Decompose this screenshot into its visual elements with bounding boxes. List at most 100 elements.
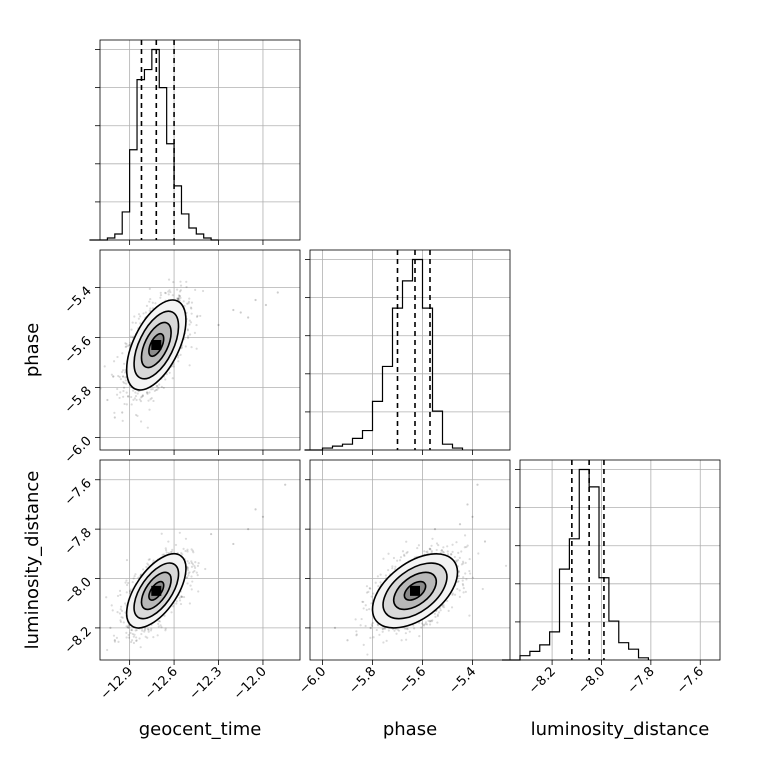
sample-point xyxy=(177,360,180,363)
sample-point xyxy=(435,548,438,552)
sample-point xyxy=(458,556,461,559)
sample-point xyxy=(442,546,445,549)
sample-point xyxy=(125,403,128,406)
sample-point xyxy=(393,629,396,632)
sample-point xyxy=(171,294,174,297)
sample-point xyxy=(333,626,337,630)
sample-point xyxy=(192,551,195,554)
sample-point xyxy=(175,288,179,291)
sample-point xyxy=(147,563,150,566)
sample-point xyxy=(188,297,191,300)
sample-point xyxy=(134,394,138,398)
sample-point xyxy=(146,391,149,394)
sample-point xyxy=(156,388,159,391)
sample-point xyxy=(148,391,151,394)
sample-point xyxy=(156,634,159,637)
sample-point xyxy=(113,640,117,643)
sample-point xyxy=(140,395,144,398)
sample-point xyxy=(431,537,434,540)
sample-point xyxy=(170,550,174,553)
sample-point xyxy=(126,625,129,629)
sample-point xyxy=(130,403,133,406)
sample-point xyxy=(190,301,194,304)
sample-point xyxy=(188,333,192,336)
sample-point xyxy=(194,288,197,292)
sample-point xyxy=(199,314,202,318)
sample-point xyxy=(442,606,446,609)
sample-point xyxy=(135,639,138,643)
sample-point xyxy=(140,632,143,636)
sample-point xyxy=(128,344,131,347)
sample-point xyxy=(187,572,190,575)
sample-point xyxy=(127,581,130,585)
sample-point xyxy=(396,628,399,631)
sample-point xyxy=(147,630,150,633)
sample-point xyxy=(165,551,168,554)
x-tick-label: −7.6 xyxy=(674,664,707,697)
sample-point xyxy=(132,641,136,645)
sample-point xyxy=(382,641,385,644)
sample-point xyxy=(405,627,408,630)
sample-point xyxy=(458,595,461,598)
sample-point xyxy=(254,508,257,511)
sample-point xyxy=(195,315,199,318)
sample-point xyxy=(157,625,160,628)
axes-frame xyxy=(519,459,721,661)
sample-point xyxy=(185,285,188,289)
sample-point xyxy=(120,616,123,619)
sample-point xyxy=(131,321,134,324)
sample-point xyxy=(139,400,143,403)
y-tick-label: −7.6 xyxy=(62,476,95,509)
axes-frame xyxy=(99,459,301,661)
sample-point xyxy=(371,621,374,625)
x-tick-label: −12.6 xyxy=(142,664,181,703)
sample-point xyxy=(121,419,124,422)
sample-point xyxy=(364,624,367,628)
sample-point xyxy=(192,571,195,574)
sample-point xyxy=(160,626,163,629)
sample-point xyxy=(189,321,193,324)
sample-point xyxy=(261,515,265,518)
sample-point xyxy=(196,564,200,568)
sample-point xyxy=(136,414,139,417)
sample-point xyxy=(179,284,183,287)
y-tick-label: −8.2 xyxy=(62,624,95,657)
sample-point xyxy=(446,553,450,556)
sample-point xyxy=(232,308,235,312)
sample-point xyxy=(385,639,388,642)
sample-point xyxy=(427,619,430,623)
sample-point xyxy=(420,622,424,625)
x-tick-label: −5.4 xyxy=(446,664,479,697)
sample-point xyxy=(160,532,163,535)
sample-point xyxy=(456,580,459,583)
sample-point xyxy=(468,569,471,573)
sample-point xyxy=(455,541,458,544)
sample-point xyxy=(124,602,127,605)
sample-point xyxy=(399,556,403,559)
sample-point xyxy=(193,564,196,568)
sample-point xyxy=(125,579,128,582)
histogram-bar xyxy=(144,70,151,240)
sample-point xyxy=(164,627,167,630)
sample-point xyxy=(458,589,461,592)
sample-point xyxy=(446,545,449,548)
sample-point xyxy=(191,580,194,583)
sample-point xyxy=(123,362,126,365)
sample-point xyxy=(462,584,465,587)
sample-point xyxy=(354,618,357,621)
histogram-bar xyxy=(413,260,423,450)
x-axis-label-luminosity_distance: luminosity_distance xyxy=(531,719,710,740)
sample-point xyxy=(178,599,182,602)
sample-point xyxy=(176,297,179,300)
sample-point xyxy=(436,613,439,616)
sample-point xyxy=(150,627,153,630)
sample-point xyxy=(186,329,190,332)
x-tick-label: −12.3 xyxy=(187,664,226,703)
sample-point xyxy=(158,383,161,386)
sample-point xyxy=(164,547,167,550)
sample-point xyxy=(144,311,147,314)
sample-point xyxy=(100,387,102,390)
sample-point xyxy=(124,376,127,379)
sample-point xyxy=(119,391,122,394)
sample-point xyxy=(152,559,155,562)
